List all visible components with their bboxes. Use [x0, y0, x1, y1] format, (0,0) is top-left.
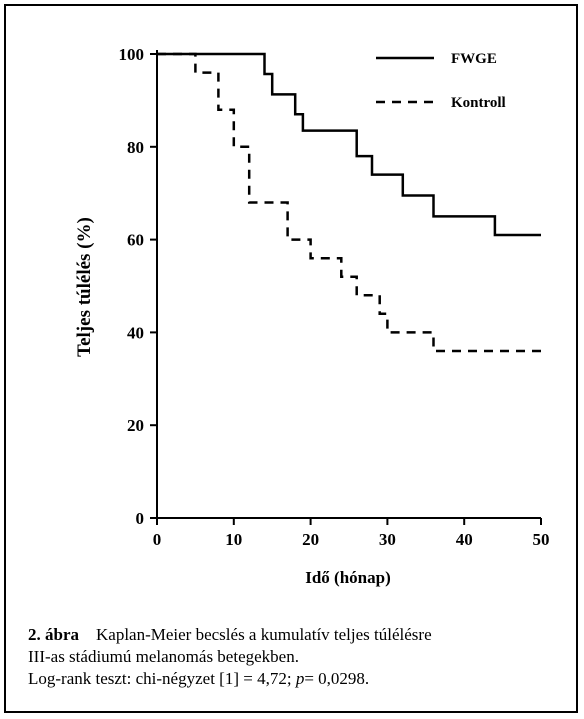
caption-text-1: Kaplan-Meier becslés a kumulatív teljes … — [96, 625, 432, 644]
chart-legend: FWGE Kontroll — [376, 51, 506, 111]
x-tick-label-30: 30 — [379, 530, 396, 549]
p-value: = 0,0298. — [304, 669, 370, 688]
figure-caption: 2. ábra Kaplan-Meier becslés a kumulatív… — [28, 624, 568, 690]
x-tick-label-20: 20 — [302, 530, 319, 549]
x-tick-label-40: 40 — [456, 530, 473, 549]
figure-number: 2. ábra — [28, 625, 79, 644]
x-axis-label: Idő (hónap) — [305, 568, 391, 587]
legend-label-kontroll: Kontroll — [451, 95, 506, 111]
caption-line-2: III-as stádiumú melanomás betegekben. — [28, 647, 299, 666]
y-tick-label-80: 80 — [127, 138, 144, 157]
p-symbol: p — [295, 669, 305, 688]
chart-axes: 0 20 40 60 80 100 0 10 20 30 40 50 — [119, 45, 550, 549]
caption-text-3: Log-rank teszt: chi-négyzet [1] = 4,72; — [28, 669, 296, 688]
y-tick-label-0: 0 — [136, 509, 145, 528]
y-axis-label: Teljes túlélés (%) — [74, 217, 95, 357]
y-tick-label-20: 20 — [127, 416, 144, 435]
caption-line-1: 2. ábra Kaplan-Meier becslés a kumulatív… — [28, 624, 568, 646]
y-tick-label-40: 40 — [127, 323, 144, 342]
y-tick-label-100: 100 — [119, 45, 145, 64]
x-tick-label-10: 10 — [225, 530, 242, 549]
km-chart: 0 20 40 60 80 100 0 10 20 30 40 50 FWGE Kontroll Idő… — [74, 45, 550, 587]
series-line-fwge — [157, 52, 541, 237]
figure-frame — [4, 4, 578, 713]
y-tick-label-60: 60 — [127, 231, 144, 250]
x-tick-label-50: 50 — [533, 530, 550, 549]
chart-series — [157, 52, 541, 353]
legend-label-fwge: FWGE — [451, 51, 497, 67]
caption-line-3: Log-rank teszt: chi-négyzet [1] = 4,72; … — [28, 668, 568, 690]
x-tick-label-0: 0 — [153, 530, 162, 549]
